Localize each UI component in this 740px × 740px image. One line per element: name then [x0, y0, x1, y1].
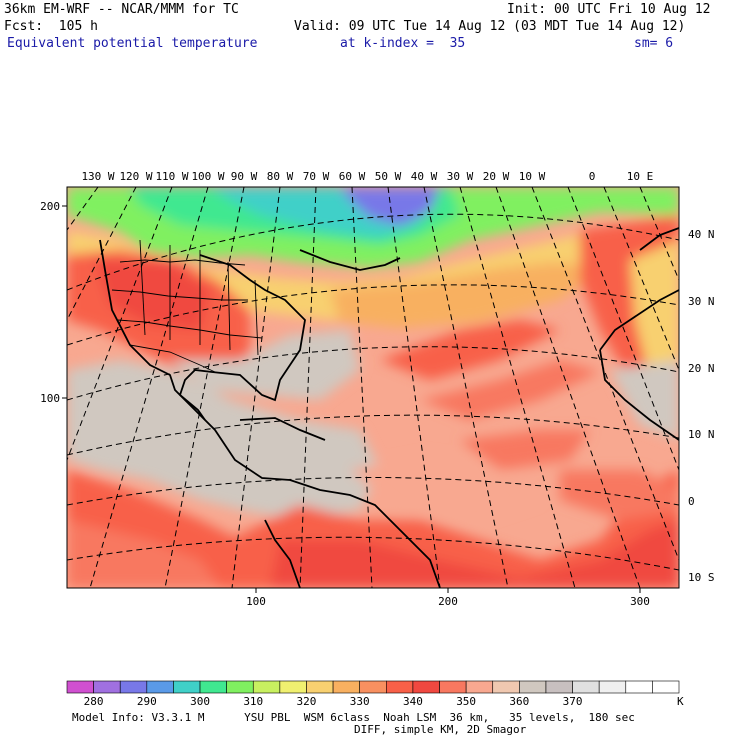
- level-info: at k-index = 35: [340, 36, 466, 51]
- lat-label: 0: [688, 495, 695, 508]
- political-borders: [111, 239, 263, 373]
- colorbar-swatch: [492, 680, 520, 694]
- colorbar-swatch: [279, 680, 307, 694]
- colorbar-swatch: [332, 680, 360, 694]
- colorbar-label: 320: [297, 695, 317, 708]
- lon-label: 110 W: [155, 170, 188, 183]
- grid-x-labels: 100 200 300: [246, 588, 650, 608]
- grid-x-label: 200: [438, 595, 458, 608]
- lat-label: 40 N: [688, 228, 715, 241]
- colorbar-swatch: [226, 680, 254, 694]
- colorbar-swatch: [199, 680, 227, 694]
- colorbar-swatch: [412, 680, 440, 694]
- theta-e-field: [67, 187, 679, 588]
- colorbar-swatch: [359, 680, 387, 694]
- colorbar-label: 330: [350, 695, 370, 708]
- colorbar-swatch: [439, 680, 467, 694]
- lon-label: 50 W: [375, 170, 402, 183]
- colorbar-swatch: [465, 680, 494, 694]
- colorbar-label: 280: [84, 695, 104, 708]
- lon-label: 20 W: [483, 170, 510, 183]
- lon-label: 40 W: [411, 170, 438, 183]
- grid-y-label: 100: [40, 392, 60, 405]
- lon-label: 10 E: [627, 170, 654, 183]
- forecast-hour: Fcst: 105 h: [4, 19, 98, 34]
- colorbar-label: 300: [190, 695, 210, 708]
- lon-label: 60 W: [339, 170, 366, 183]
- latlon-grid: [67, 187, 679, 588]
- init-time: Init: 00 UTC Fri 10 Aug 12: [507, 2, 711, 17]
- valid-time: Valid: 09 UTC Tue 14 Aug 12 (03 MDT Tue …: [294, 19, 686, 34]
- lon-label: 0: [589, 170, 596, 183]
- colorbar-swatch: [93, 680, 121, 694]
- lon-label: 80 W: [267, 170, 294, 183]
- colorbar-units: K: [677, 695, 684, 708]
- colorbar-swatch: [625, 680, 653, 694]
- lon-label: 100 W: [191, 170, 224, 183]
- colorbar-tick-labels: 280 290 300 310 320 330 340 350 360 370: [84, 695, 583, 708]
- lat-label: 30 N: [688, 295, 715, 308]
- colorbar-label: 310: [243, 695, 263, 708]
- lon-label: 120 W: [119, 170, 152, 183]
- grid-y-labels: 200 100: [40, 200, 67, 405]
- lon-label: 90 W: [231, 170, 258, 183]
- coastlines: [99, 227, 679, 588]
- model-title: 36km EM-WRF -- NCAR/MMM for TC: [4, 2, 239, 17]
- colorbar-label: 350: [456, 695, 476, 708]
- colorbar: [66, 680, 680, 694]
- lat-label: 10 N: [688, 428, 715, 441]
- colorbar-label: 340: [403, 695, 423, 708]
- smoothing-info: sm= 6: [634, 36, 674, 51]
- colorbar-swatch: [252, 680, 281, 694]
- colorbar-swatch: [173, 680, 201, 694]
- lon-label: 130 W: [81, 170, 114, 183]
- longitude-labels: 130 W 120 W 110 W 100 W 90 W 80 W 70 W 60 W 50 W…: [81, 170, 653, 183]
- colorbar-swatch: [572, 680, 600, 694]
- grid-x-label: 300: [630, 595, 650, 608]
- colorbar-swatch: [386, 680, 414, 694]
- colorbar-swatch: [545, 680, 573, 694]
- colorbar-swatch: [66, 680, 94, 694]
- colorbar-swatch: [652, 680, 680, 694]
- lon-label: 30 W: [447, 170, 474, 183]
- lat-label: 10 S: [688, 571, 715, 584]
- lon-label: 70 W: [303, 170, 330, 183]
- model-physics: DIFF, simple KM, 2D Smagor: [354, 723, 527, 736]
- colorbar-swatch: [306, 680, 334, 694]
- field-name: Equivalent potential temperature: [7, 36, 258, 51]
- colorbar-label: 370: [563, 695, 583, 708]
- colorbar-swatch: [146, 680, 174, 694]
- grid-x-label: 100: [246, 595, 266, 608]
- model-info: Model Info: V3.3.1 M YSU PBL WSM 6class …: [72, 711, 635, 724]
- grid-y-label: 200: [40, 200, 60, 213]
- latitude-labels: 40 N 30 N 20 N 10 N 0 10 S: [688, 228, 715, 584]
- lon-label: 10 W: [519, 170, 546, 183]
- colorbar-swatch: [519, 680, 547, 694]
- colorbar-swatch: [119, 680, 148, 694]
- colorbar-swatch: [598, 680, 627, 694]
- map-frame: [66, 186, 680, 589]
- colorbar-label: 290: [137, 695, 157, 708]
- colorbar-label: 360: [509, 695, 529, 708]
- lat-label: 20 N: [688, 362, 715, 375]
